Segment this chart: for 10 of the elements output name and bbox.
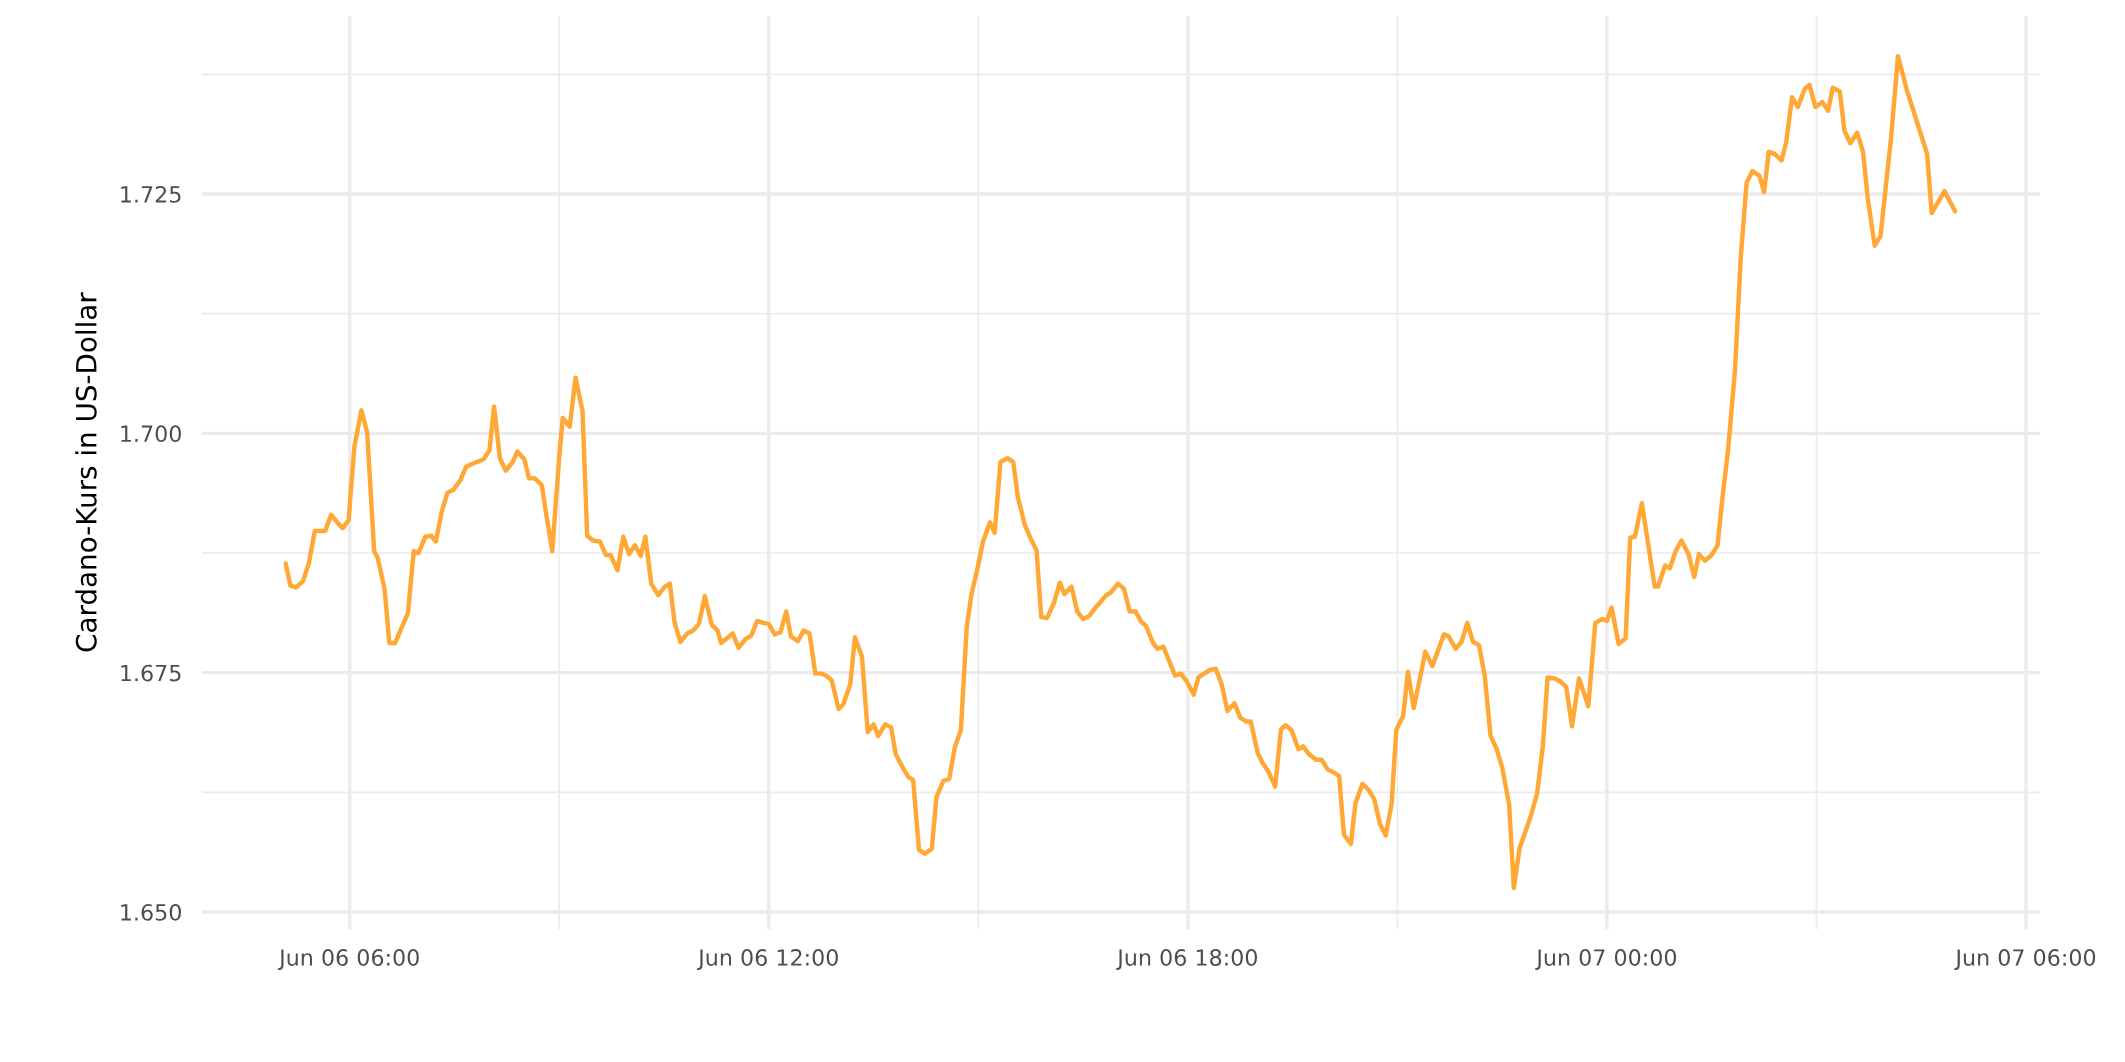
y-tick-label: 1.675: [121, 664, 181, 682]
y-tick-label: 1.700: [121, 425, 181, 443]
y-tick-label: 1.650: [121, 903, 181, 921]
x-tick-label: Jun 06 18:00: [1116, 949, 1257, 971]
x-tick-label: Jun 06 06:00: [277, 949, 419, 971]
y-axis-title: Cardano-Kurs in US-Dollar: [75, 292, 97, 652]
x-tick-label: Jun 07 06:00: [1954, 949, 2096, 971]
x-tick-label: Jun 07 00:00: [1535, 949, 1677, 971]
y-tick-label: 1.725: [121, 185, 181, 203]
x-tick-label: Jun 06 12:00: [697, 949, 838, 971]
